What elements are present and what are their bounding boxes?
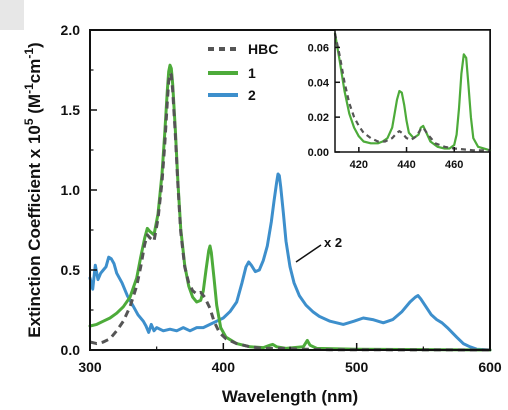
y-title-part: Extinction Coefficient x 10 xyxy=(25,125,44,338)
inset-background xyxy=(335,30,490,152)
annotation-x2: x 2 xyxy=(295,235,342,263)
inset-series-group xyxy=(333,32,492,152)
main-y-tick-label: 2.0 xyxy=(61,22,81,38)
main-y-tick-label: 0.5 xyxy=(61,262,81,278)
inset-x-tick-label: 420 xyxy=(350,159,368,171)
inset-chart: 420 440 460 0.00 0.02 0.04 0.06 xyxy=(308,29,492,171)
main-y-tick-label: 0.0 xyxy=(61,342,81,358)
main-x-tick-label: 400 xyxy=(212,359,236,375)
y-title-sup: 5 xyxy=(22,118,36,125)
inset-y-tick-label: 0.06 xyxy=(308,42,329,54)
inset-x-tick-label: 440 xyxy=(397,159,415,171)
inset-y-tick-label: 0.04 xyxy=(308,77,330,89)
main-x-tick-label: 300 xyxy=(78,359,102,375)
main-series-line-1 xyxy=(88,63,492,352)
y-title-part: cm xyxy=(25,59,44,84)
legend-label-1: 1 xyxy=(248,65,256,81)
inset-axis-group: 420 440 460 0.00 0.02 0.04 0.06 xyxy=(308,42,464,171)
y-axis-title: Extinction Coefficient x 105 (M-1cm-1) xyxy=(22,42,44,337)
y-title-part: (M xyxy=(25,94,44,119)
main-axis-group: 300 400 500 600 0.0 0.5 1.0 1.5 2.0 xyxy=(61,22,502,375)
x-axis-title: Wavelength (nm) xyxy=(222,387,358,406)
legend-label-hbc: HBC xyxy=(248,41,278,57)
y-title-part: ) xyxy=(25,42,44,48)
legend: HBC 1 2 xyxy=(208,41,278,103)
main-series-line-hbc xyxy=(89,71,491,352)
main-x-tick-label: 500 xyxy=(345,359,369,375)
main-series-line-2 xyxy=(88,172,492,352)
annotation-leader-line xyxy=(295,244,322,263)
corner-mark xyxy=(0,0,24,30)
main-series-group xyxy=(88,63,492,352)
y-title-sup: -1 xyxy=(22,48,36,59)
inset-series-line-hbc xyxy=(333,33,490,152)
legend-label-2: 2 xyxy=(248,87,256,103)
inset-frame xyxy=(334,29,491,153)
main-y-tick-label: 1.5 xyxy=(61,102,81,118)
y-title-sup: -1 xyxy=(22,83,36,94)
inset-y-tick-label: 0.02 xyxy=(308,112,329,124)
inset-x-tick-label: 460 xyxy=(445,159,463,171)
annotation-label: x 2 xyxy=(324,235,342,250)
main-x-tick-label: 600 xyxy=(478,359,502,375)
inset-y-tick-label: 0.00 xyxy=(308,147,329,159)
main-y-tick-label: 1.0 xyxy=(61,182,81,198)
